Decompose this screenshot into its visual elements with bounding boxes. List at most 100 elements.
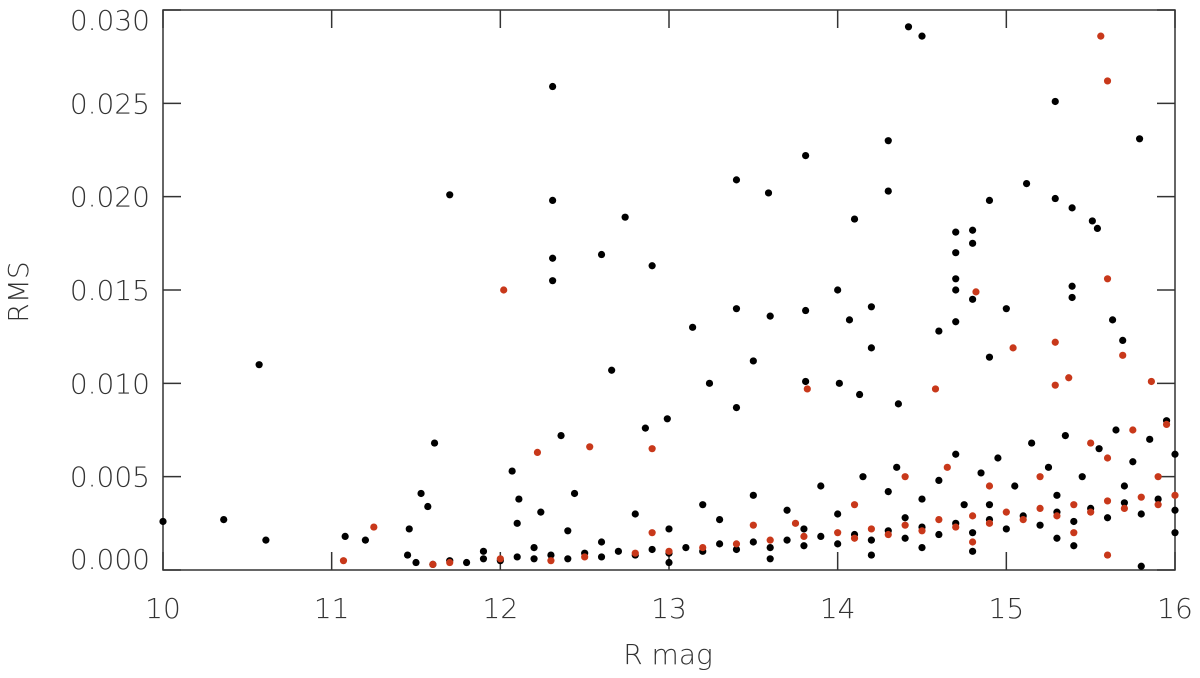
point [1137,562,1145,570]
point [931,385,940,393]
point [648,545,656,554]
point [648,262,656,270]
point [446,558,454,567]
point [904,23,913,31]
point [969,538,977,546]
point [417,489,425,498]
y-axis-label: RMS [2,261,35,322]
point [1129,458,1137,466]
point [570,489,579,498]
point [952,318,960,326]
point [901,514,909,522]
point [597,538,606,546]
point [943,463,951,471]
point [1120,482,1128,490]
point [867,525,876,533]
point [1002,525,1010,533]
point [1103,551,1112,559]
y-tick-label: 0.000 [70,543,150,576]
point [1093,224,1102,232]
point [597,250,606,259]
point [1162,420,1171,428]
point [764,189,773,197]
point [631,510,639,518]
point [1002,305,1010,313]
point [1070,529,1078,537]
point [884,488,892,496]
point [549,254,557,262]
point [631,549,639,557]
point [1051,97,1059,106]
point [1061,432,1069,440]
point [1070,542,1078,550]
point [1028,439,1036,447]
y-tick-label: 0.005 [70,461,150,494]
point [918,32,926,40]
point [682,544,690,552]
point [1103,497,1112,505]
point [537,508,545,516]
point [952,249,960,257]
point [802,306,810,315]
point [341,532,349,541]
point [508,467,516,475]
point [985,353,994,361]
point [800,542,808,550]
point [732,305,741,313]
point [608,366,616,374]
point [586,443,594,451]
point [802,152,810,160]
point [791,519,800,527]
point [952,228,960,236]
point [513,519,521,527]
point [994,454,1002,462]
point [749,357,757,365]
point [405,525,413,533]
point [817,532,825,541]
point [985,519,994,527]
point [1147,377,1155,386]
point [766,312,774,320]
point [549,196,557,204]
point [952,450,960,458]
point [972,288,980,296]
y-tick-label: 0.030 [70,4,150,37]
point [496,555,504,563]
point [429,560,437,569]
point [867,551,876,559]
point [1051,381,1059,389]
point [403,551,412,559]
point [648,529,656,537]
point [665,547,673,555]
point [1078,473,1086,481]
point [255,361,263,369]
point [1087,508,1095,516]
point [901,534,909,542]
point [783,536,791,544]
point [614,547,623,555]
point [549,277,557,285]
point [1120,499,1128,507]
point [918,495,926,503]
point [663,415,671,423]
point [220,516,228,524]
point [969,226,977,234]
point [845,316,854,324]
point [1154,495,1162,503]
point [952,523,960,531]
point [749,538,757,546]
point [1171,506,1179,514]
point [1171,529,1179,537]
point [985,501,994,509]
point [1036,504,1044,512]
point [641,424,649,432]
x-tick-label: 16 [1157,592,1193,625]
point [564,527,572,535]
point [1103,275,1112,283]
point [716,516,724,524]
point [1103,454,1112,462]
point [479,547,488,555]
point [952,286,960,294]
point [1087,439,1095,447]
